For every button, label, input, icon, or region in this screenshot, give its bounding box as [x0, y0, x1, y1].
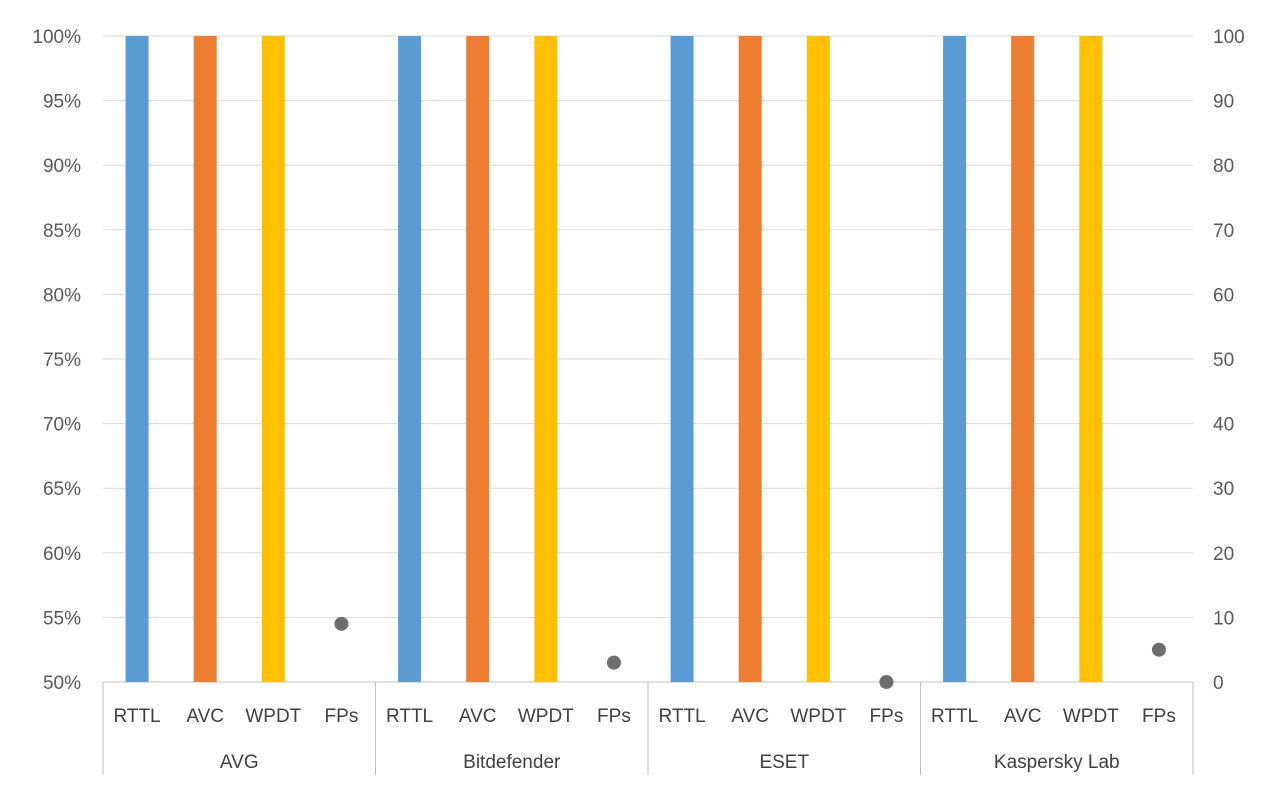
group-label: Kaspersky Lab	[994, 752, 1120, 773]
y-left-tick-label: 65%	[43, 479, 81, 500]
category-label: WPDT	[245, 706, 301, 727]
bar-rttl-kaspersky-lab	[943, 36, 967, 682]
bar-wpdt-avg	[261, 36, 285, 682]
category-label: FPs	[1142, 706, 1176, 727]
y-right-tick-label: 40	[1213, 415, 1234, 436]
category-label: WPDT	[518, 706, 574, 727]
y-left-tick-label: 70%	[43, 415, 81, 436]
bar-wpdt-bitdefender	[534, 36, 558, 682]
category-label: FPs	[325, 706, 359, 727]
category-label: AVC	[1004, 706, 1042, 727]
y-left-tick-label: 100%	[32, 27, 81, 48]
category-label: AVC	[186, 706, 224, 727]
category-label: FPs	[870, 706, 904, 727]
y-left-tick-label: 90%	[43, 156, 81, 177]
category-label: AVC	[459, 706, 497, 727]
point-fps-eset	[879, 675, 894, 689]
bar-avc-bitdefender	[466, 36, 490, 682]
category-label: RTTL	[931, 706, 978, 727]
bar-avc-kaspersky-lab	[1011, 36, 1035, 682]
bar-wpdt-kaspersky-lab	[1079, 36, 1103, 682]
bar-rttl-bitdefender	[398, 36, 422, 682]
y-left-tick-label: 50%	[43, 673, 81, 694]
category-label: RTTL	[386, 706, 433, 727]
bar-rttl-eset	[670, 36, 694, 682]
y-right-tick-label: 70	[1213, 221, 1234, 242]
bar-rttl-avg	[125, 36, 149, 682]
y-left-tick-label: 55%	[43, 608, 81, 629]
y-right-tick-label: 90	[1213, 92, 1234, 113]
category-label: FPs	[597, 706, 631, 727]
y-right-tick-label: 100	[1213, 27, 1245, 48]
bar-avc-avg	[193, 36, 217, 682]
group-label: Bitdefender	[463, 752, 561, 773]
y-left-tick-label: 60%	[43, 544, 81, 565]
y-right-tick-label: 20	[1213, 544, 1234, 565]
category-label: WPDT	[1063, 706, 1119, 727]
point-fps-avg	[334, 616, 349, 631]
y-right-tick-label: 80	[1213, 156, 1234, 177]
bar-wpdt-eset	[806, 36, 830, 682]
category-label: WPDT	[790, 706, 846, 727]
y-left-tick-label: 95%	[43, 92, 81, 113]
category-label: RTTL	[113, 706, 160, 727]
y-right-tick-label: 10	[1213, 608, 1234, 629]
y-left-tick-label: 85%	[43, 221, 81, 242]
group-label: AVG	[220, 752, 259, 773]
group-label: ESET	[759, 752, 809, 773]
bar-avc-eset	[738, 36, 762, 682]
category-label: RTTL	[658, 706, 705, 727]
y-right-tick-label: 60	[1213, 285, 1234, 306]
y-right-tick-label: 50	[1213, 350, 1234, 371]
y-left-tick-label: 80%	[43, 285, 81, 306]
y-right-tick-label: 30	[1213, 479, 1234, 500]
point-fps-kaspersky-lab	[1151, 642, 1166, 657]
y-right-tick-label: 0	[1213, 673, 1224, 694]
y-left-tick-label: 75%	[43, 350, 81, 371]
category-label: AVC	[731, 706, 769, 727]
point-fps-bitdefender	[606, 655, 621, 670]
